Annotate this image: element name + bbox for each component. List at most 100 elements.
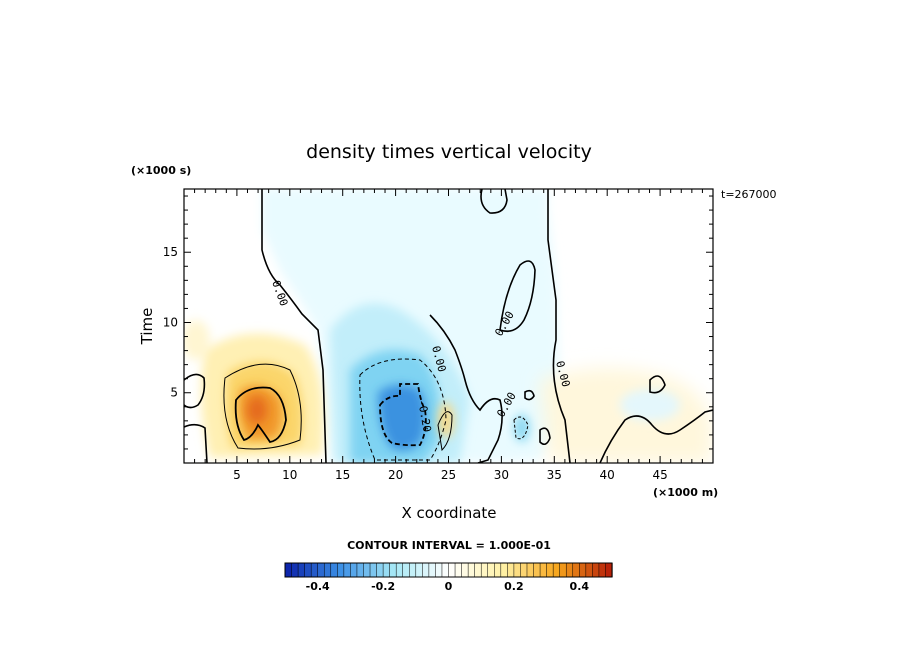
contour-zero-middle — [499, 260, 536, 333]
x-tick-label: 25 — [441, 468, 456, 482]
colorbar-cell — [382, 562, 391, 578]
colorbar-cell — [533, 562, 541, 578]
contour-neg-0.2 — [379, 383, 427, 447]
field-positive-peak — [247, 396, 267, 424]
colorbar-tick-label: 0.4 — [570, 580, 590, 593]
colorbar-cell — [559, 562, 567, 578]
colorbar-cell — [304, 562, 312, 578]
field-weak-negative-right — [620, 389, 680, 421]
colorbar-cell — [480, 562, 489, 578]
chart-title: density times vertical velocity — [306, 141, 592, 163]
field-negative-core — [378, 384, 426, 451]
contour-zero-small-b — [539, 427, 551, 446]
colorbar-cell — [565, 562, 574, 578]
x-tick-label: 15 — [335, 468, 350, 482]
color-field — [184, 189, 712, 463]
colorbar-cell — [409, 562, 417, 578]
contour-neg-small — [513, 416, 529, 440]
colorbar-cell — [487, 562, 495, 578]
contour-interval-text: CONTOUR INTERVAL = 1.000E-01 — [347, 539, 551, 552]
contour-zero-lower-left — [184, 423, 208, 463]
colorbar-cell — [343, 562, 352, 578]
colorbar-cell — [376, 562, 384, 578]
colorbar-cell — [297, 562, 306, 578]
contour-label-neg-0.2: -0.20 — [415, 398, 434, 433]
contour-zero-top-blob — [480, 189, 508, 214]
colorbar-cell — [428, 562, 437, 578]
colorbar-cell — [323, 562, 332, 578]
colorbar-cell — [585, 562, 594, 578]
colorbar-cell — [494, 562, 502, 578]
colorbar-cell — [526, 562, 535, 578]
y-axis: 5 10 15 — [163, 195, 713, 450]
x-tick-label: 45 — [652, 468, 667, 482]
contour-pos-0.2 — [234, 386, 287, 443]
colorbar-cell — [369, 562, 378, 578]
colorbar-cell — [552, 562, 561, 578]
colorbar-cell — [467, 562, 476, 578]
colorbar-cell — [422, 562, 430, 578]
colorbar-cell — [598, 562, 607, 578]
colorbar-cell — [337, 562, 345, 578]
colorbar-tick-label: 0 — [445, 580, 453, 593]
x-tick-label: 35 — [547, 468, 562, 482]
contour-zero-small-c — [524, 389, 535, 401]
y-axis-title: Time — [138, 308, 156, 346]
field-weak-positive-left — [184, 320, 210, 360]
colorbar: -0.4 -0.2 0 0.2 0.4 — [284, 562, 613, 593]
y-units-label: (×1000 s) — [131, 164, 191, 177]
colorbar-cell — [310, 562, 319, 578]
x-axis-title: X coordinate — [401, 504, 496, 522]
colorbar-cell — [448, 562, 456, 578]
colorbar-cell — [572, 562, 580, 578]
contour-zero-left — [261, 189, 327, 463]
colorbar-cell — [363, 562, 371, 578]
colorbar-cell — [454, 562, 463, 578]
colorbar-cell — [592, 562, 600, 578]
colorbar-cell — [317, 562, 325, 578]
colorbar-cell — [461, 562, 469, 578]
contour-pos-small — [437, 411, 453, 452]
time-stamp: t=267000 — [721, 188, 777, 201]
contour-zero-upper-left — [184, 373, 206, 409]
x-tick-label: 30 — [494, 468, 509, 482]
x-units-label: (×1000 m) — [653, 486, 718, 499]
colorbar-cell — [507, 562, 515, 578]
y-tick-label: 5 — [170, 386, 178, 400]
colorbar-cell — [579, 562, 587, 578]
x-tick-label: 40 — [600, 468, 615, 482]
colorbar-cell — [474, 562, 482, 578]
y-tick-label: 15 — [163, 245, 178, 259]
colorbar-tick-label: -0.2 — [371, 580, 395, 593]
colorbar-cell — [402, 562, 410, 578]
colorbar-cell — [415, 562, 423, 578]
contour-neg-0.1 — [359, 358, 447, 461]
contour-pos-0.1 — [223, 363, 302, 450]
colorbar-cell — [513, 562, 522, 578]
y-tick-label: 10 — [163, 315, 178, 329]
contour-zero-right-edge — [599, 409, 713, 463]
plot-area: 0.00 0.00 0.00 0.00 -0.20 0.00 — [184, 189, 713, 463]
colorbar-cell — [395, 562, 404, 578]
colorbar-tick-label: 0.2 — [504, 580, 524, 593]
colorbar-cell — [356, 562, 365, 578]
colorbar-cell — [435, 562, 443, 578]
contour-zero-small-a — [649, 375, 666, 394]
colorbar-frame — [284, 562, 613, 578]
x-tick-label: 5 — [233, 468, 241, 482]
field-negative-small — [514, 414, 530, 442]
colorbar-cell — [291, 562, 299, 578]
x-tick-label: 10 — [282, 468, 297, 482]
colorbar-cell — [500, 562, 509, 578]
colorbar-cell — [546, 562, 554, 578]
colorbar-cell — [330, 562, 338, 578]
colorbar-cell — [284, 562, 293, 578]
colorbar-cell — [605, 562, 613, 578]
contour-zero-wave — [429, 314, 503, 463]
x-tick-label: 20 — [388, 468, 403, 482]
x-axis: 5 10 15 20 25 30 35 40 45 — [194, 189, 703, 482]
contours — [184, 189, 713, 463]
colorbar-cell — [539, 562, 548, 578]
contour-zero-right — [547, 189, 571, 463]
